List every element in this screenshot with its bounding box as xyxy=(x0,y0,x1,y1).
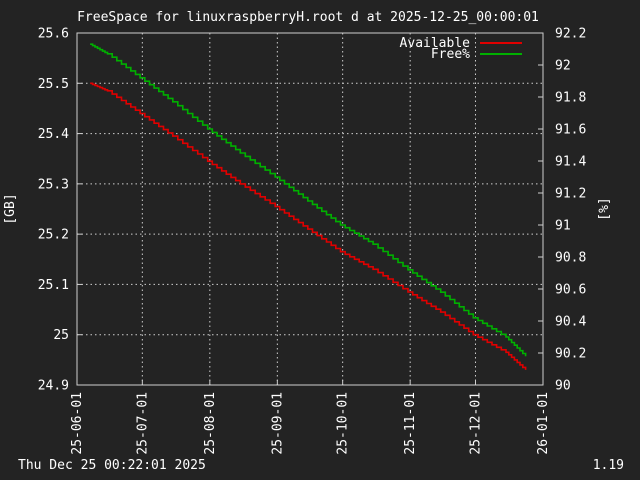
footer-timestamp: Thu Dec 25 00:22:01 2025 xyxy=(18,458,206,473)
y2-axis-label: [%] xyxy=(597,197,612,220)
y-tick-label: 25.5 xyxy=(38,77,69,92)
legend-label-available: Available xyxy=(400,36,471,51)
y2-tick-label: 90.8 xyxy=(555,251,586,266)
x-tick-label: 25-10-01 xyxy=(336,392,351,455)
y-axis-label: [GB] xyxy=(3,193,18,224)
y2-tick-label: 90 xyxy=(555,379,571,394)
x-tick-label: 25-06-01 xyxy=(70,392,85,455)
legend: Available Free% xyxy=(400,36,522,62)
x-tick-label: 25-07-01 xyxy=(135,392,150,455)
y-tick-label: 25.2 xyxy=(38,228,69,243)
chart-title: FreeSpace for linuxraspberryH.root d at … xyxy=(77,10,539,25)
grid-lines xyxy=(77,33,543,385)
y-tick-label: 25.3 xyxy=(38,177,69,192)
x-tick-label: 25-11-01 xyxy=(403,392,418,455)
y2-tick-label: 91.2 xyxy=(555,187,586,202)
y-tick-label: 25.4 xyxy=(38,127,69,142)
y-tick-label: 24.9 xyxy=(38,379,69,394)
y2-tick-label: 92.2 xyxy=(555,27,586,42)
x-tick-label: 25-09-01 xyxy=(270,392,285,455)
x-tick-label: 26-01-01 xyxy=(536,392,551,455)
x-tick-label: 25-08-01 xyxy=(203,392,218,455)
series-lines xyxy=(90,43,527,370)
y2-tick-label: 90.4 xyxy=(555,315,586,330)
y-tick-label: 25.6 xyxy=(38,27,69,42)
y2-tick-label: 91.4 xyxy=(555,155,586,170)
y2-tick-label: 90.6 xyxy=(555,283,586,298)
y2-tick-label: 91 xyxy=(555,219,571,234)
y2-tick-label: 91.8 xyxy=(555,91,586,106)
y-tick-label: 25.1 xyxy=(38,278,69,293)
legend-label-free-pct: Free% xyxy=(431,47,470,62)
footer-version: 1.19 xyxy=(592,458,624,473)
y2-tick-label: 90.2 xyxy=(555,347,586,362)
plot-frame xyxy=(76,32,544,386)
x-tick-label: 25-12-01 xyxy=(468,392,483,455)
y2-tick-label: 91.6 xyxy=(555,123,586,138)
series-line-free-pct xyxy=(90,43,527,357)
y2-tick-label: 92 xyxy=(555,59,571,74)
axis-ticks: 25-06-01 25-07-01 25-08-01 25-09-01 25-10-01… xyxy=(38,27,587,455)
y-tick-label: 25 xyxy=(53,328,69,343)
series-line-available xyxy=(90,82,527,370)
